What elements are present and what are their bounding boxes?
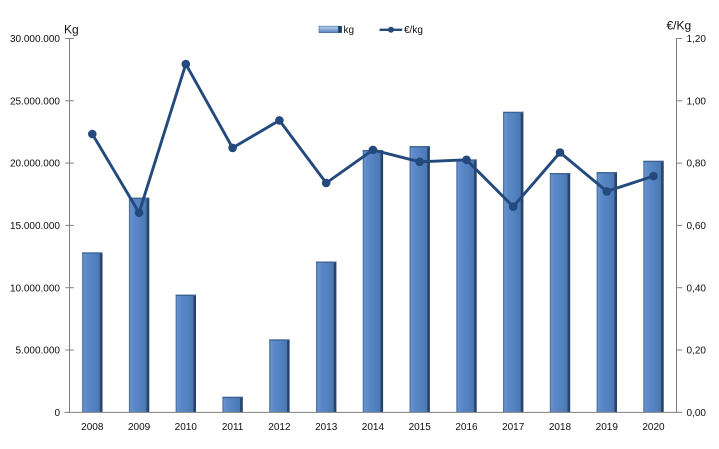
svg-text:2013: 2013 [315, 422, 338, 433]
svg-text:0,60: 0,60 [687, 221, 707, 232]
svg-text:2012: 2012 [268, 422, 291, 433]
svg-text:0,80: 0,80 [687, 159, 707, 170]
svg-text:1,00: 1,00 [687, 96, 707, 107]
svg-text:10.000.000: 10.000.000 [10, 283, 60, 294]
svg-text:Kg: Kg [64, 23, 79, 37]
svg-text:2009: 2009 [128, 422, 151, 433]
svg-text:2008: 2008 [81, 422, 104, 433]
svg-text:€/Kg: €/Kg [667, 19, 692, 33]
svg-text:2015: 2015 [409, 422, 432, 433]
svg-text:2016: 2016 [455, 422, 478, 433]
svg-text:2010: 2010 [175, 422, 198, 433]
svg-text:2011: 2011 [222, 422, 244, 433]
svg-text:2020: 2020 [642, 422, 665, 433]
svg-text:25.000.000: 25.000.000 [10, 96, 60, 107]
svg-text:20.000.000: 20.000.000 [10, 159, 60, 170]
svg-text:5.000.000: 5.000.000 [16, 346, 61, 357]
svg-text:2019: 2019 [596, 422, 619, 433]
svg-text:0,40: 0,40 [687, 283, 707, 294]
svg-text:2017: 2017 [502, 422, 525, 433]
svg-text:kg: kg [344, 25, 355, 36]
svg-text:30.000.000: 30.000.000 [10, 34, 60, 45]
svg-text:2018: 2018 [549, 422, 572, 433]
svg-text:1,20: 1,20 [687, 34, 707, 45]
svg-text:€/kg: €/kg [404, 25, 423, 36]
svg-text:2014: 2014 [362, 422, 385, 433]
svg-text:0,20: 0,20 [687, 346, 707, 357]
svg-text:15.000.000: 15.000.000 [10, 221, 60, 232]
svg-text:0: 0 [54, 408, 60, 419]
svg-text:0,00: 0,00 [687, 408, 707, 419]
